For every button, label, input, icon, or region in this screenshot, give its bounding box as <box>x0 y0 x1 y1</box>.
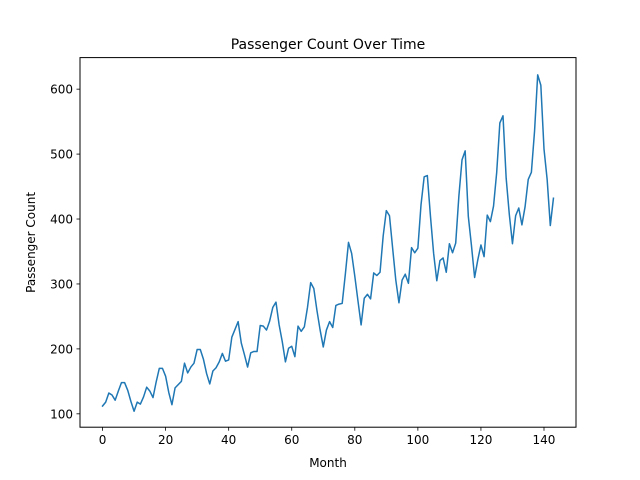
x-tick-label: 20 <box>158 433 173 447</box>
series-layer <box>101 74 555 412</box>
plot-area <box>80 57 576 428</box>
y-axis-label: Passenger Count <box>24 192 38 293</box>
x-tick-label: 100 <box>406 433 429 447</box>
x-axis-ticks: 0 20 40 60 80 100 120 140 <box>99 427 556 447</box>
plot-frame <box>79 57 577 428</box>
x-tick-label: 60 <box>284 433 299 447</box>
y-tick-label: 200 <box>50 342 73 356</box>
y-tick-label: 500 <box>50 148 73 162</box>
series-line-0 <box>101 74 555 412</box>
x-axis-label: Month <box>309 456 347 470</box>
x-tick-label: 140 <box>533 433 556 447</box>
y-axis-ticks: 100 200 300 400 500 600 <box>50 83 80 421</box>
y-tick-label: 100 <box>50 407 73 421</box>
y-tick-label: 300 <box>50 277 73 291</box>
chart-title: Passenger Count Over Time <box>231 37 426 53</box>
y-tick-label: 400 <box>50 213 73 227</box>
x-tick-label: 120 <box>469 433 492 447</box>
y-tick-label: 600 <box>50 83 73 97</box>
x-tick-label: 80 <box>347 433 362 447</box>
x-tick-label: 0 <box>99 433 107 447</box>
x-tick-label: 40 <box>221 433 236 447</box>
